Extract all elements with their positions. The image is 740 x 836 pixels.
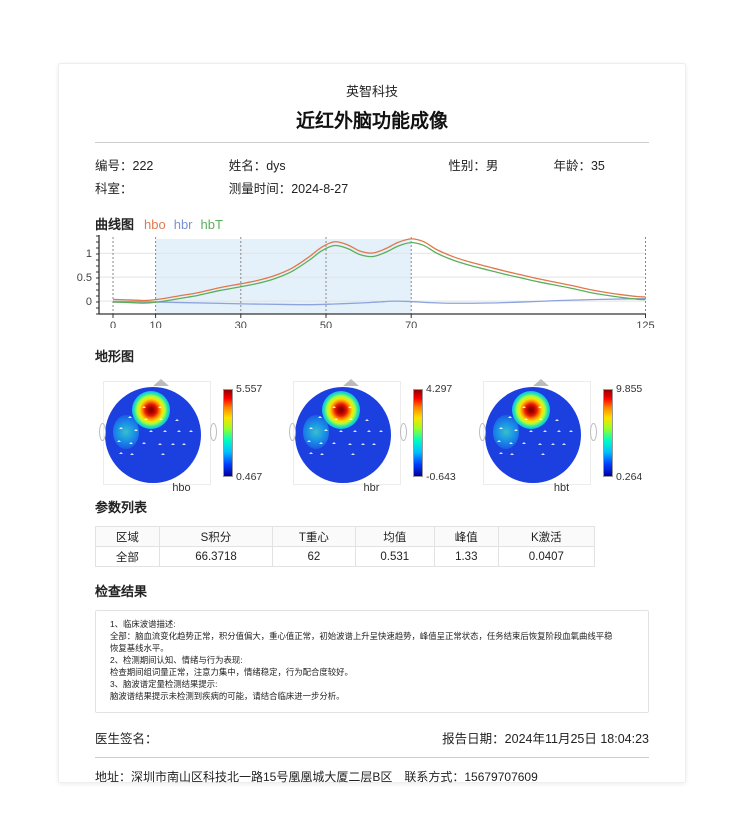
- svg-text:50: 50: [320, 320, 332, 328]
- svg-text:0.5: 0.5: [77, 272, 92, 284]
- svg-text:1: 1: [86, 248, 92, 260]
- svg-text:10: 10: [149, 320, 161, 328]
- svg-text:125: 125: [636, 320, 654, 328]
- svg-text:0: 0: [110, 320, 116, 328]
- svg-text:0: 0: [86, 296, 92, 308]
- svg-text:30: 30: [235, 320, 247, 328]
- svg-text:70: 70: [405, 320, 417, 328]
